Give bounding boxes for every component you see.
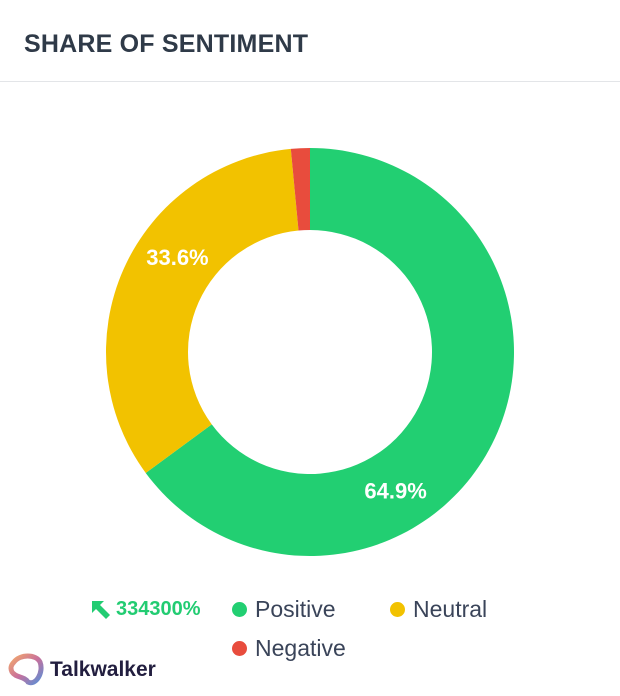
slice-neutral[interactable]: [106, 148, 299, 473]
talkwalker-logo: Talkwalker: [8, 652, 156, 688]
change-indicator: 334300%: [90, 598, 201, 621]
legend-label: Positive: [255, 596, 336, 622]
arrow-up-left-icon: [92, 600, 110, 619]
donut-chart: 64.9% 33.6%: [106, 148, 514, 556]
legend-item-neutral[interactable]: Neutral: [390, 596, 487, 623]
legend-dot: [390, 602, 405, 617]
slice-positive[interactable]: [145, 148, 514, 556]
data-label: 64.9%: [364, 479, 426, 504]
header: [0, 0, 620, 82]
legend-label: Neutral: [413, 596, 488, 622]
data-label: 33.6%: [146, 245, 208, 270]
slice-negative[interactable]: [290, 148, 310, 231]
page-title: SHARE OF SENTIMENT: [24, 30, 309, 58]
legend-dot: [232, 641, 247, 656]
legend-item-negative[interactable]: Negative: [232, 635, 346, 662]
brand-name: Talkwalker: [50, 658, 156, 681]
legend-label: Negative: [255, 635, 346, 661]
legend-dot: [232, 602, 247, 617]
change-value: 334300%: [116, 598, 201, 620]
talkwalker-logo-icon: [8, 653, 44, 686]
legend-item-positive[interactable]: Positive: [232, 596, 336, 623]
